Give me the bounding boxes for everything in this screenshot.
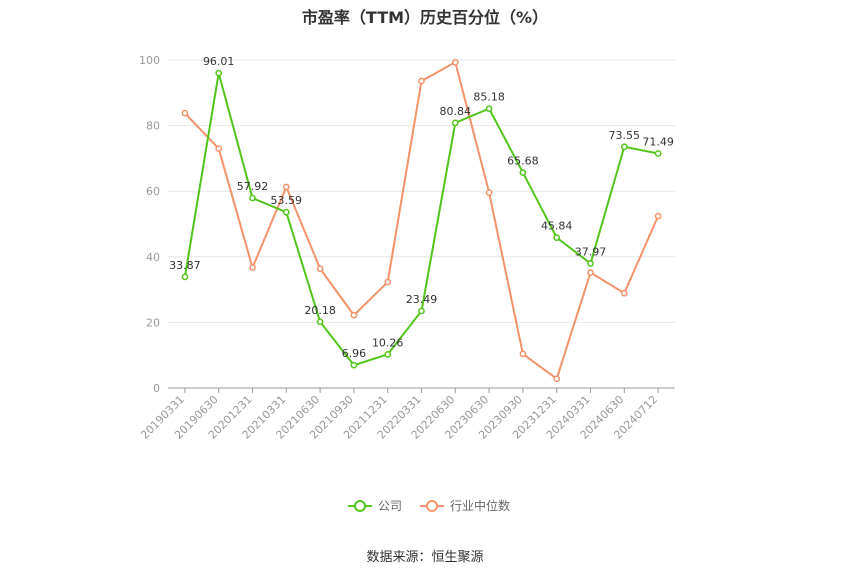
industry-median-point [181,109,189,117]
data-label: 10.26 [372,336,404,349]
company-point [249,194,256,202]
data-label: 96.01 [203,55,235,68]
company-point [350,361,358,369]
industry-median-point [316,265,324,272]
y-tick-label: 0 [153,382,160,395]
data-label: 20.18 [304,304,336,317]
industry-median-point [384,278,392,286]
legend-industry-marker [426,500,438,512]
data-label: 45.84 [541,220,573,233]
legend: 公司 行业中位数 [348,498,510,513]
chart-title: 市盈率（TTM）历史百分位（%） [301,8,549,27]
company-point [519,169,527,176]
company-point [587,260,594,267]
industry-median-point [282,183,290,191]
company-point [215,69,223,77]
data-label: 85.18 [473,91,505,104]
company-point [654,150,662,157]
grid-lines [168,59,675,323]
industry-median-point [519,350,527,358]
company-point [553,234,561,241]
legend-industry-label: 行业中位数 [450,498,510,513]
y-tick-label: 80 [146,120,160,133]
y-tick-label: 60 [146,185,160,198]
legend-company-label: 公司 [378,499,402,513]
y-tick-label: 100 [139,54,160,67]
data-label: 65.68 [507,155,539,168]
legend-company-marker [354,500,366,512]
industry-median-point [215,145,223,152]
company-point [282,208,290,216]
industry-median-point [587,269,594,276]
industry-median-point [350,311,358,319]
data-label: 71.49 [642,136,674,149]
industry-median-point [249,264,256,271]
industry-median-point [485,189,493,196]
company-point [418,307,425,315]
company-point [384,350,392,358]
company-point [485,105,493,112]
data-label: 23.49 [406,293,438,306]
industry-median-point [620,289,628,297]
industry-median-point [553,375,561,383]
data-label: 33.87 [169,259,201,272]
industry-median-point [654,212,662,220]
industry-median-point [418,77,425,85]
company-point [620,143,628,151]
company-point [181,273,189,281]
industry-median-point [451,58,459,66]
company-point [316,318,324,326]
y-tick-label: 40 [146,251,160,264]
series-lines [181,58,662,383]
y-tick-label: 20 [146,316,160,329]
data-label: 73.55 [609,129,641,142]
company-series-line [183,72,659,367]
source-note: 数据来源：恒生聚源 [366,550,484,565]
data-label: 6.96 [342,347,367,360]
data-label: 80.84 [440,105,472,118]
data-label: 37.97 [575,245,607,258]
company-point [451,119,459,127]
data-label: 53.59 [271,194,303,207]
industry-median-series-line [184,60,660,381]
data-label: 57.92 [237,180,269,193]
